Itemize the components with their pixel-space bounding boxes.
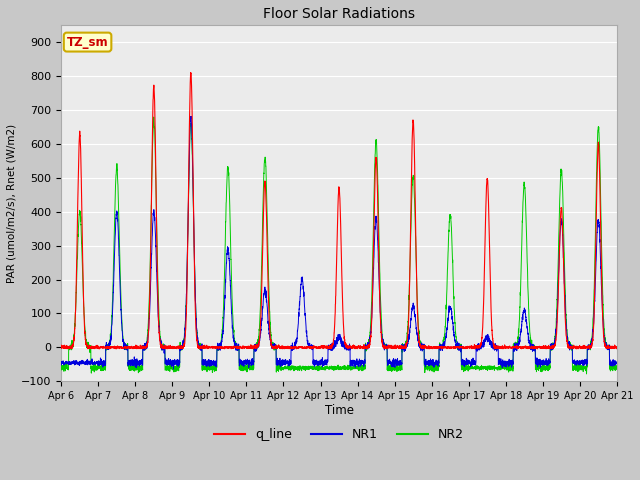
Text: TZ_sm: TZ_sm	[67, 36, 108, 48]
NR2	[582, 371, 590, 377]
NR1	[187, 113, 195, 119]
NR1	[433, 359, 441, 365]
NR2	[433, 361, 441, 367]
NR2	[150, 114, 157, 120]
NR1	[170, 366, 177, 372]
NR1	[613, 360, 621, 366]
Legend: q_line, NR1, NR2: q_line, NR1, NR2	[209, 423, 469, 446]
NR1	[319, 364, 326, 370]
q_line	[613, 345, 621, 350]
Line: NR1: NR1	[61, 116, 617, 369]
NR1	[612, 360, 620, 365]
q_line	[187, 70, 195, 76]
NR2	[319, 366, 326, 372]
Line: q_line: q_line	[61, 73, 617, 349]
Y-axis label: PAR (umol/m2/s), Rnet (W/m2): PAR (umol/m2/s), Rnet (W/m2)	[7, 123, 17, 283]
q_line	[157, 343, 165, 349]
NR2	[612, 363, 620, 369]
NR2	[464, 367, 472, 372]
NR2	[613, 365, 621, 371]
q_line	[612, 346, 620, 351]
q_line	[495, 344, 503, 349]
q_line	[433, 345, 441, 350]
NR1	[58, 360, 65, 366]
q_line	[58, 343, 65, 348]
q_line	[464, 344, 472, 350]
NR1	[464, 360, 472, 366]
NR2	[495, 366, 503, 372]
NR1	[495, 360, 503, 366]
X-axis label: Time: Time	[324, 404, 353, 417]
q_line	[319, 344, 326, 350]
q_line	[95, 346, 103, 352]
Line: NR2: NR2	[61, 117, 617, 374]
Title: Floor Solar Radiations: Floor Solar Radiations	[263, 7, 415, 21]
NR1	[157, 343, 165, 348]
NR2	[157, 342, 165, 348]
NR2	[58, 365, 65, 371]
